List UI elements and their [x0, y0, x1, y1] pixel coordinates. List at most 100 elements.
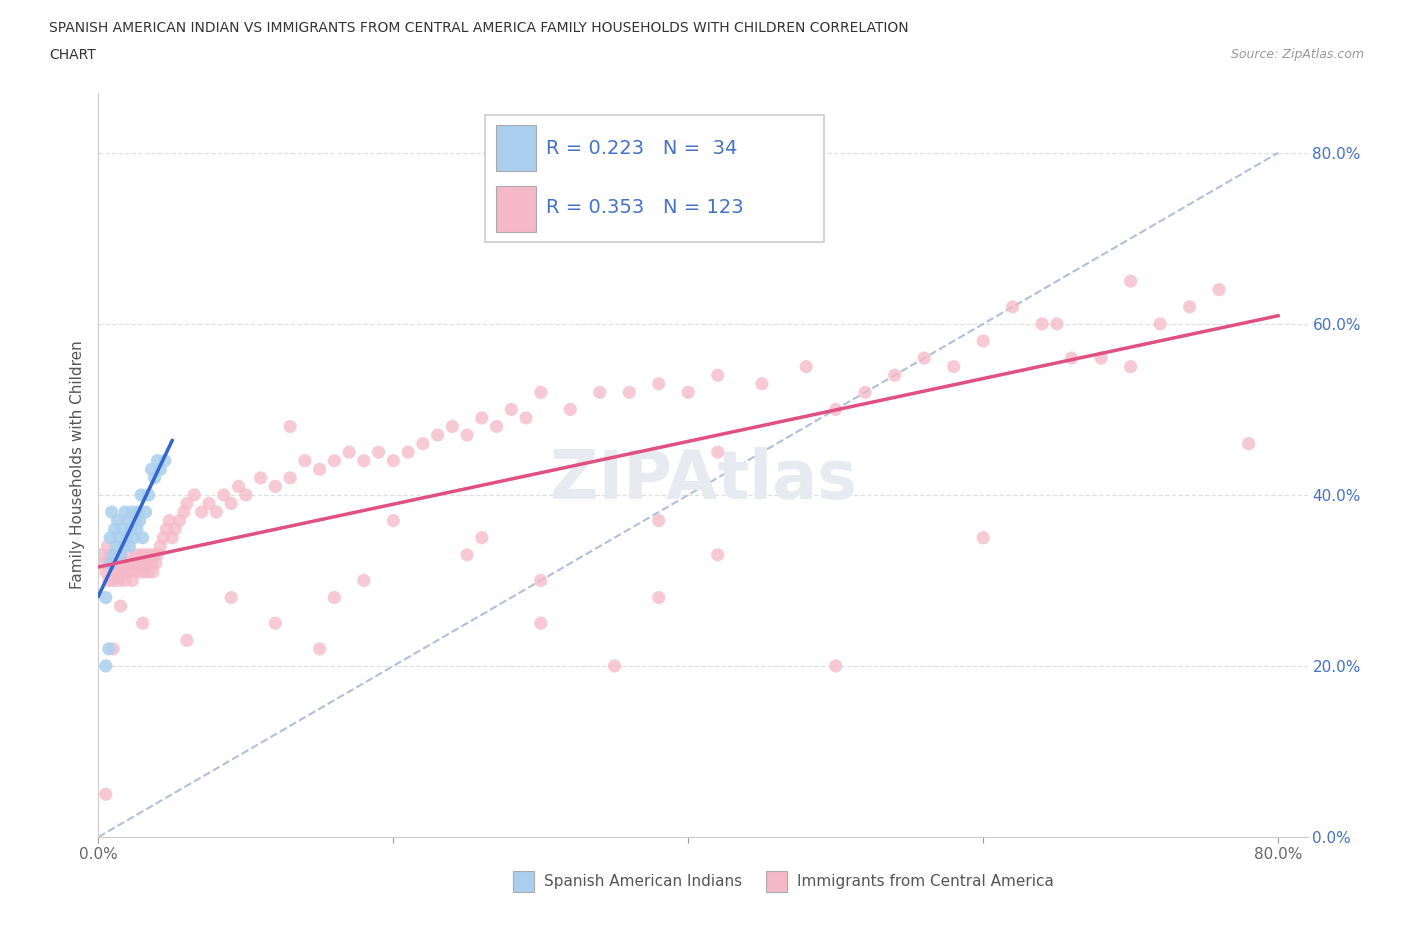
- Point: [98, 556, 121, 571]
- Point: [190, 505, 212, 520]
- Point: [228, 479, 250, 494]
- Point: [121, 505, 143, 520]
- Point: [530, 385, 553, 400]
- Point: [205, 505, 228, 520]
- Point: [111, 522, 134, 537]
- Point: [972, 334, 994, 349]
- Point: [382, 453, 405, 468]
- Point: [176, 496, 198, 511]
- Point: [124, 513, 146, 528]
- Point: [107, 565, 129, 579]
- Point: [176, 633, 198, 648]
- Text: SPANISH AMERICAN INDIAN VS IMMIGRANTS FROM CENTRAL AMERICA FAMILY HOUSEHOLDS WIT: SPANISH AMERICAN INDIAN VS IMMIGRANTS FR…: [49, 21, 908, 35]
- Text: ZIPAtlas: ZIPAtlas: [550, 447, 856, 512]
- Point: [169, 513, 191, 528]
- Point: [108, 530, 131, 545]
- Point: [139, 548, 162, 563]
- Point: [456, 548, 478, 563]
- Point: [648, 377, 671, 392]
- Point: [678, 385, 700, 400]
- Point: [648, 591, 671, 605]
- Point: [100, 505, 122, 520]
- Point: [104, 565, 127, 579]
- Point: [143, 471, 166, 485]
- Point: [94, 565, 117, 579]
- Point: [1149, 316, 1171, 331]
- Point: [706, 548, 728, 563]
- Point: [101, 642, 124, 657]
- Point: [114, 573, 136, 588]
- Point: [136, 556, 159, 571]
- Point: [1031, 316, 1053, 331]
- Point: [97, 573, 120, 588]
- Point: [96, 538, 118, 553]
- Point: [98, 530, 121, 545]
- Point: [560, 402, 582, 417]
- Point: [120, 522, 142, 537]
- Point: [824, 402, 846, 417]
- Point: [1001, 299, 1024, 314]
- Point: [145, 556, 167, 571]
- Point: [146, 453, 169, 468]
- Point: [515, 410, 537, 425]
- Point: [412, 436, 434, 451]
- Point: [173, 505, 195, 520]
- Point: [1178, 299, 1201, 314]
- Point: [323, 453, 346, 468]
- Point: [1046, 316, 1069, 331]
- Point: [100, 556, 122, 571]
- Point: [131, 616, 153, 631]
- Point: [105, 538, 128, 553]
- Point: [353, 573, 375, 588]
- Point: [264, 616, 287, 631]
- Point: [143, 548, 166, 563]
- Point: [278, 471, 301, 485]
- Point: [118, 556, 141, 571]
- Point: [353, 453, 375, 468]
- Point: [1090, 351, 1112, 365]
- Point: [235, 487, 257, 502]
- Point: [142, 565, 165, 579]
- Point: [1119, 359, 1142, 374]
- Point: [124, 565, 146, 579]
- Point: [155, 522, 177, 537]
- Text: Immigrants from Central America: Immigrants from Central America: [797, 874, 1054, 889]
- Point: [471, 410, 494, 425]
- Point: [367, 445, 389, 459]
- Point: [101, 573, 124, 588]
- Point: [794, 359, 817, 374]
- Point: [589, 385, 612, 400]
- Point: [110, 548, 132, 563]
- Point: [112, 556, 135, 571]
- Point: [1237, 436, 1260, 451]
- Point: [294, 453, 316, 468]
- Point: [337, 445, 360, 459]
- Point: [396, 445, 419, 459]
- Point: [603, 658, 626, 673]
- Point: [165, 522, 187, 537]
- Point: [853, 385, 876, 400]
- Point: [382, 513, 405, 528]
- Point: [138, 487, 160, 502]
- Point: [125, 522, 148, 537]
- Point: [131, 530, 153, 545]
- Point: [107, 513, 129, 528]
- Point: [219, 591, 242, 605]
- Point: [101, 548, 124, 563]
- Text: CHART: CHART: [49, 48, 96, 62]
- Point: [94, 591, 117, 605]
- Point: [278, 419, 301, 434]
- Point: [441, 419, 464, 434]
- Point: [128, 513, 150, 528]
- Point: [141, 556, 163, 571]
- Point: [115, 565, 138, 579]
- Point: [117, 513, 139, 528]
- Point: [131, 556, 153, 571]
- Point: [219, 496, 242, 511]
- Point: [212, 487, 235, 502]
- Point: [122, 556, 145, 571]
- Point: [323, 591, 346, 605]
- Point: [183, 487, 205, 502]
- Point: [129, 487, 152, 502]
- Point: [619, 385, 641, 400]
